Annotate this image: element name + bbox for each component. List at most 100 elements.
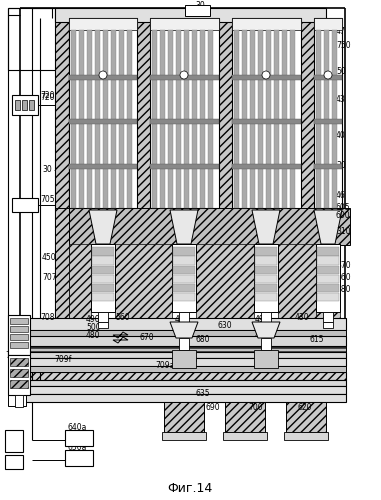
Bar (255, 266, 277, 274)
Text: 480: 480 (255, 332, 269, 340)
Bar (150, 164, 219, 168)
Polygon shape (252, 210, 280, 244)
Bar (162, 432, 206, 440)
Circle shape (324, 71, 332, 79)
Bar (223, 432, 267, 440)
Bar (317, 248, 339, 256)
Bar (20, 330, 346, 336)
Bar (103, 30, 108, 208)
Text: 30: 30 (42, 166, 52, 174)
Bar (179, 338, 189, 350)
Text: 750: 750 (336, 40, 351, 50)
Bar (152, 30, 157, 208)
Bar (290, 30, 295, 208)
Bar (312, 18, 326, 338)
Bar (91, 244, 115, 312)
Text: 720: 720 (40, 90, 54, 100)
Bar (317, 284, 339, 292)
Bar (20, 358, 346, 366)
Bar (317, 274, 339, 283)
Bar (278, 244, 316, 319)
Text: 709f: 709f (54, 356, 71, 364)
Bar (185, 5, 210, 16)
Text: 680: 680 (195, 336, 210, 344)
Text: 705: 705 (40, 196, 54, 204)
Bar (20, 380, 346, 386)
Text: 615: 615 (310, 336, 325, 344)
Bar (164, 402, 204, 432)
Bar (95, 30, 100, 208)
Text: 360: 360 (336, 274, 351, 282)
Bar (20, 386, 346, 394)
Text: 709h: 709h (178, 356, 197, 364)
Text: 430: 430 (295, 312, 310, 322)
Bar (179, 312, 189, 322)
Bar (15, 100, 20, 110)
Bar (92, 274, 114, 283)
Bar (150, 74, 219, 80)
Bar (173, 292, 195, 302)
Bar (92, 266, 114, 274)
Polygon shape (314, 210, 342, 244)
Bar (250, 30, 255, 208)
Bar (317, 266, 339, 274)
Bar (8, 355, 30, 395)
Bar (69, 164, 137, 168)
Text: 600: 600 (336, 210, 351, 220)
Bar (15, 395, 23, 407)
Circle shape (180, 71, 188, 79)
Text: Фиг.14: Фиг.14 (167, 482, 213, 494)
Bar (225, 402, 265, 432)
Bar (115, 244, 172, 319)
Bar (173, 284, 195, 292)
Bar (98, 322, 108, 328)
Bar (22, 100, 27, 110)
Bar (55, 8, 326, 22)
Text: 605: 605 (336, 204, 351, 212)
Bar (261, 322, 271, 328)
Bar (79, 30, 84, 208)
Bar (55, 18, 69, 338)
Text: 630: 630 (218, 320, 233, 330)
Bar (65, 450, 93, 466)
Bar (5, 455, 23, 469)
Bar (111, 30, 116, 208)
Bar (69, 74, 137, 80)
Text: 46: 46 (336, 190, 346, 200)
Polygon shape (89, 210, 117, 244)
Bar (20, 352, 346, 358)
Bar (150, 119, 219, 124)
Bar (232, 119, 301, 124)
Bar (92, 284, 114, 292)
Bar (65, 430, 93, 446)
Bar (332, 30, 337, 208)
Bar (172, 350, 196, 368)
Text: 40: 40 (336, 130, 346, 140)
Bar (196, 244, 254, 319)
Bar (284, 432, 328, 440)
Bar (323, 322, 333, 328)
Bar (10, 342, 28, 348)
Bar (173, 248, 195, 256)
Bar (150, 18, 219, 208)
Text: 50: 50 (336, 68, 346, 76)
Bar (314, 164, 342, 168)
Bar (5, 430, 23, 452)
Text: 490: 490 (86, 316, 101, 324)
Bar (10, 334, 28, 340)
Bar (12, 95, 38, 115)
Bar (316, 30, 321, 208)
Bar (261, 338, 271, 350)
Bar (10, 318, 28, 324)
Text: 709: 709 (5, 352, 20, 360)
Bar (254, 244, 278, 312)
Text: 450: 450 (42, 254, 57, 262)
Bar (172, 244, 196, 312)
Bar (92, 292, 114, 302)
Bar (255, 274, 277, 283)
Bar (326, 244, 340, 319)
Text: 720: 720 (40, 94, 54, 102)
Text: 620: 620 (298, 404, 312, 412)
Text: 700: 700 (248, 404, 263, 412)
Bar (87, 30, 92, 208)
